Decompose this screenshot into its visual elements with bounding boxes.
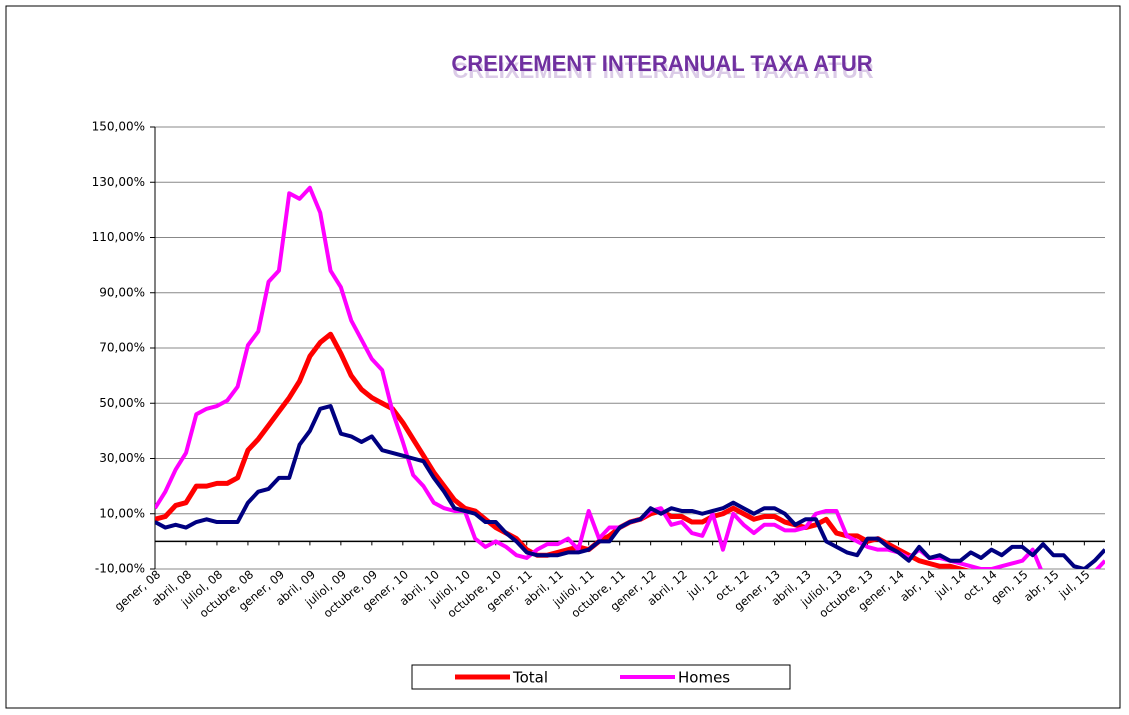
y-tick-label: 30,00% bbox=[99, 451, 145, 465]
y-tick-label: -10,00% bbox=[95, 562, 145, 576]
y-tick-label: 10,00% bbox=[99, 506, 145, 520]
y-tick-label: 150,00% bbox=[92, 120, 145, 134]
series-line bbox=[155, 404, 1105, 569]
y-tick-label: 70,00% bbox=[99, 341, 145, 355]
chart-frame bbox=[5, 5, 1121, 709]
y-tick-label: 110,00% bbox=[92, 230, 145, 244]
y-tick-label: 90,00% bbox=[99, 285, 145, 299]
y-tick-label: 50,00% bbox=[99, 396, 145, 410]
chart-title-shadow: CREIXEMENT INTERANUAL TAXA ATUR bbox=[452, 58, 873, 83]
chart-title: CREIXEMENT INTERANUAL TAXA ATUR bbox=[451, 51, 872, 76]
y-tick-label: 130,00% bbox=[92, 175, 145, 189]
legend-label: Homes bbox=[678, 669, 730, 687]
legend-label: Total bbox=[512, 669, 548, 687]
